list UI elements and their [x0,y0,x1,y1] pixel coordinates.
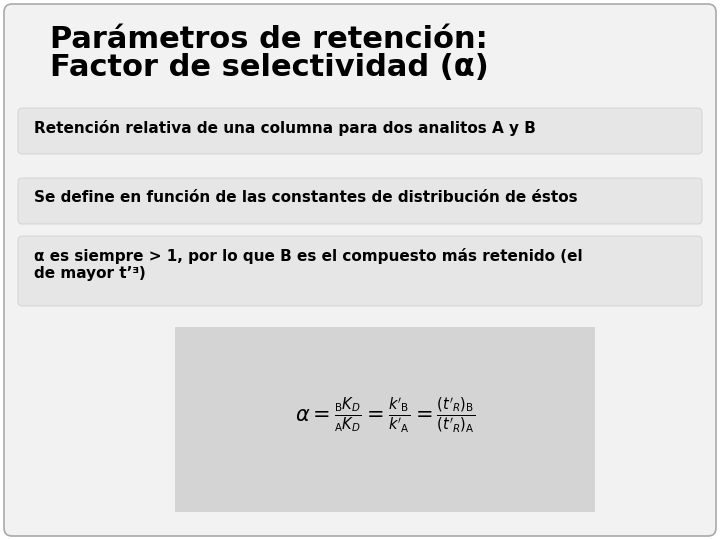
FancyBboxPatch shape [175,327,595,512]
FancyBboxPatch shape [18,178,702,224]
Text: Parámetros de retención:: Parámetros de retención: [50,25,487,54]
Text: α es siempre > 1, por lo que B es el compuesto más retenido (el: α es siempre > 1, por lo que B es el com… [34,248,582,264]
FancyBboxPatch shape [18,108,702,154]
Text: Se define en función de las constantes de distribución de éstos: Se define en función de las constantes d… [34,190,577,205]
FancyBboxPatch shape [18,236,702,306]
Text: de mayor t’ᴲ): de mayor t’ᴲ) [34,266,145,281]
FancyBboxPatch shape [4,4,716,536]
Text: Retención relativa de una columna para dos analitos A y B: Retención relativa de una columna para d… [34,120,536,136]
Text: Factor de selectividad (α): Factor de selectividad (α) [50,53,489,82]
Text: $\alpha = \frac{_{\mathrm{B}}K_D}{_{\mathrm{A}}K_D} = \frac{k'_{\mathrm{B}}}{k'_: $\alpha = \frac{_{\mathrm{B}}K_D}{_{\mat… [295,395,475,435]
